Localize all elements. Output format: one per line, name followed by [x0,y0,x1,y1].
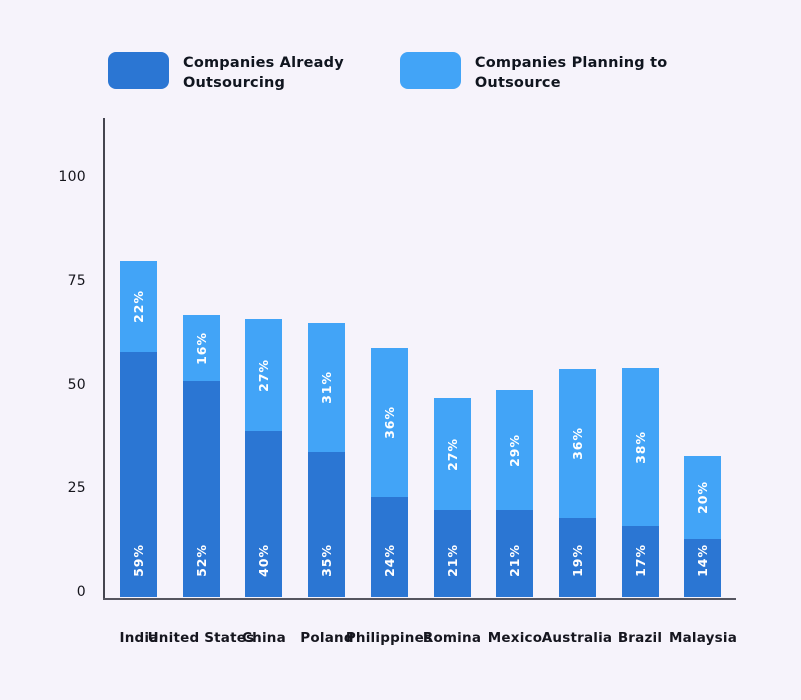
value-label-planning-romina: 27% [445,437,460,471]
value-label-already-mexico: 21% [507,544,522,577]
x-label-china: China [242,630,286,646]
value-label-planning-australia: 36% [570,427,585,460]
x-axis [103,598,736,600]
segment-already-china: 40% [245,431,282,597]
y-axis [103,118,105,600]
x-label-united-states: United States [147,630,255,646]
value-label-already-malaysia: 14% [695,544,710,577]
x-label-romina: Romina [422,630,482,646]
y-tick-label-100: 100 [58,169,86,185]
segment-already-mexico: 21% [496,510,533,597]
segment-planning-philippines: 36% [371,348,408,497]
legend-label-line: Companies Already [183,55,344,71]
x-label-mexico: Mexico [487,630,543,646]
legend-label-already-outsourcing: Companies Already Outsourcing [183,52,344,93]
segment-planning-australia: 36% [559,369,596,518]
x-label-philippines: Philippines [345,630,433,646]
segment-already-india: 59% [120,352,157,597]
x-label-australia: Australia [541,630,613,646]
y-tick-label-75: 75 [67,272,86,289]
y-tick-label-0: 0 [76,584,86,600]
value-label-planning-united-states: 16% [194,331,209,365]
segment-already-brazil: 17% [622,526,659,597]
legend-item-planning-to-outsource: Companies Planning to Outsource [399,52,668,93]
segment-already-malaysia: 14% [684,539,721,597]
value-label-already-brazil: 17% [633,544,648,577]
value-label-planning-poland: 31% [319,371,334,404]
bar-philippines: 36% 24% [371,348,408,597]
value-label-planning-india: 22% [131,290,146,323]
segment-planning-malaysia: 20% [684,456,721,539]
segment-already-poland: 35% [308,452,345,597]
value-label-already-india: 59% [131,544,146,577]
x-label-poland: Poland [300,630,354,646]
bar-india: 22% 59% [120,261,157,597]
legend-item-already-outsourcing: Companies Already Outsourcing [108,52,344,93]
segment-already-romina: 21% [434,510,471,597]
bar-china: 27% 40% [245,319,282,597]
value-label-already-romina: 21% [445,544,460,577]
legend-label-line: Outsourcing [183,75,286,91]
bar-brazil: 38% 17% [622,368,659,597]
value-label-already-poland: 35% [319,544,334,577]
segment-planning-brazil: 38% [622,368,659,526]
bar-united-states: 16% 52% [183,315,220,597]
bar-romina: 27% 21% [434,398,471,597]
legend-swatch-planning-to-outsource [399,52,461,89]
bar-poland: 31% 35% [308,323,345,597]
value-label-already-australia: 19% [570,544,585,577]
value-label-already-united-states: 52% [194,544,209,577]
bar-malaysia: 20% 14% [684,456,721,597]
legend-label-line: Outsource [474,75,561,91]
value-label-already-china: 40% [256,544,271,577]
segment-planning-romina: 27% [434,398,471,510]
segment-already-united-states: 52% [183,381,220,597]
value-label-planning-philippines: 36% [382,406,397,439]
value-label-already-philippines: 24% [382,544,397,577]
value-label-planning-china: 27% [256,358,271,392]
bar-mexico: 29% 21% [496,390,533,597]
value-label-planning-mexico: 29% [507,433,522,467]
segment-planning-india: 22% [120,261,157,352]
value-label-planning-malaysia: 20% [695,481,710,514]
segment-planning-united-states: 16% [183,315,220,381]
legend-label-planning-to-outsource: Companies Planning to Outsource [475,52,668,93]
segment-planning-china: 27% [245,319,282,431]
bar-australia: 36% 19% [559,369,596,597]
segment-already-australia: 19% [559,518,596,597]
x-label-brazil: Brazil [617,630,663,646]
y-tick-label-50: 50 [67,376,86,393]
value-label-planning-brazil: 38% [633,430,648,464]
x-label-india: India [119,630,159,646]
chart-legend: Companies Already Outsourcing Companies … [108,52,667,93]
segment-already-philippines: 24% [371,497,408,597]
segment-planning-mexico: 29% [496,390,533,510]
segment-planning-poland: 31% [308,323,345,452]
y-tick-label-25: 25 [67,480,86,497]
legend-label-line: Companies Planning to [474,55,668,71]
legend-swatch-already-outsourcing [108,52,169,89]
x-label-malaysia: Malaysia [668,630,738,646]
